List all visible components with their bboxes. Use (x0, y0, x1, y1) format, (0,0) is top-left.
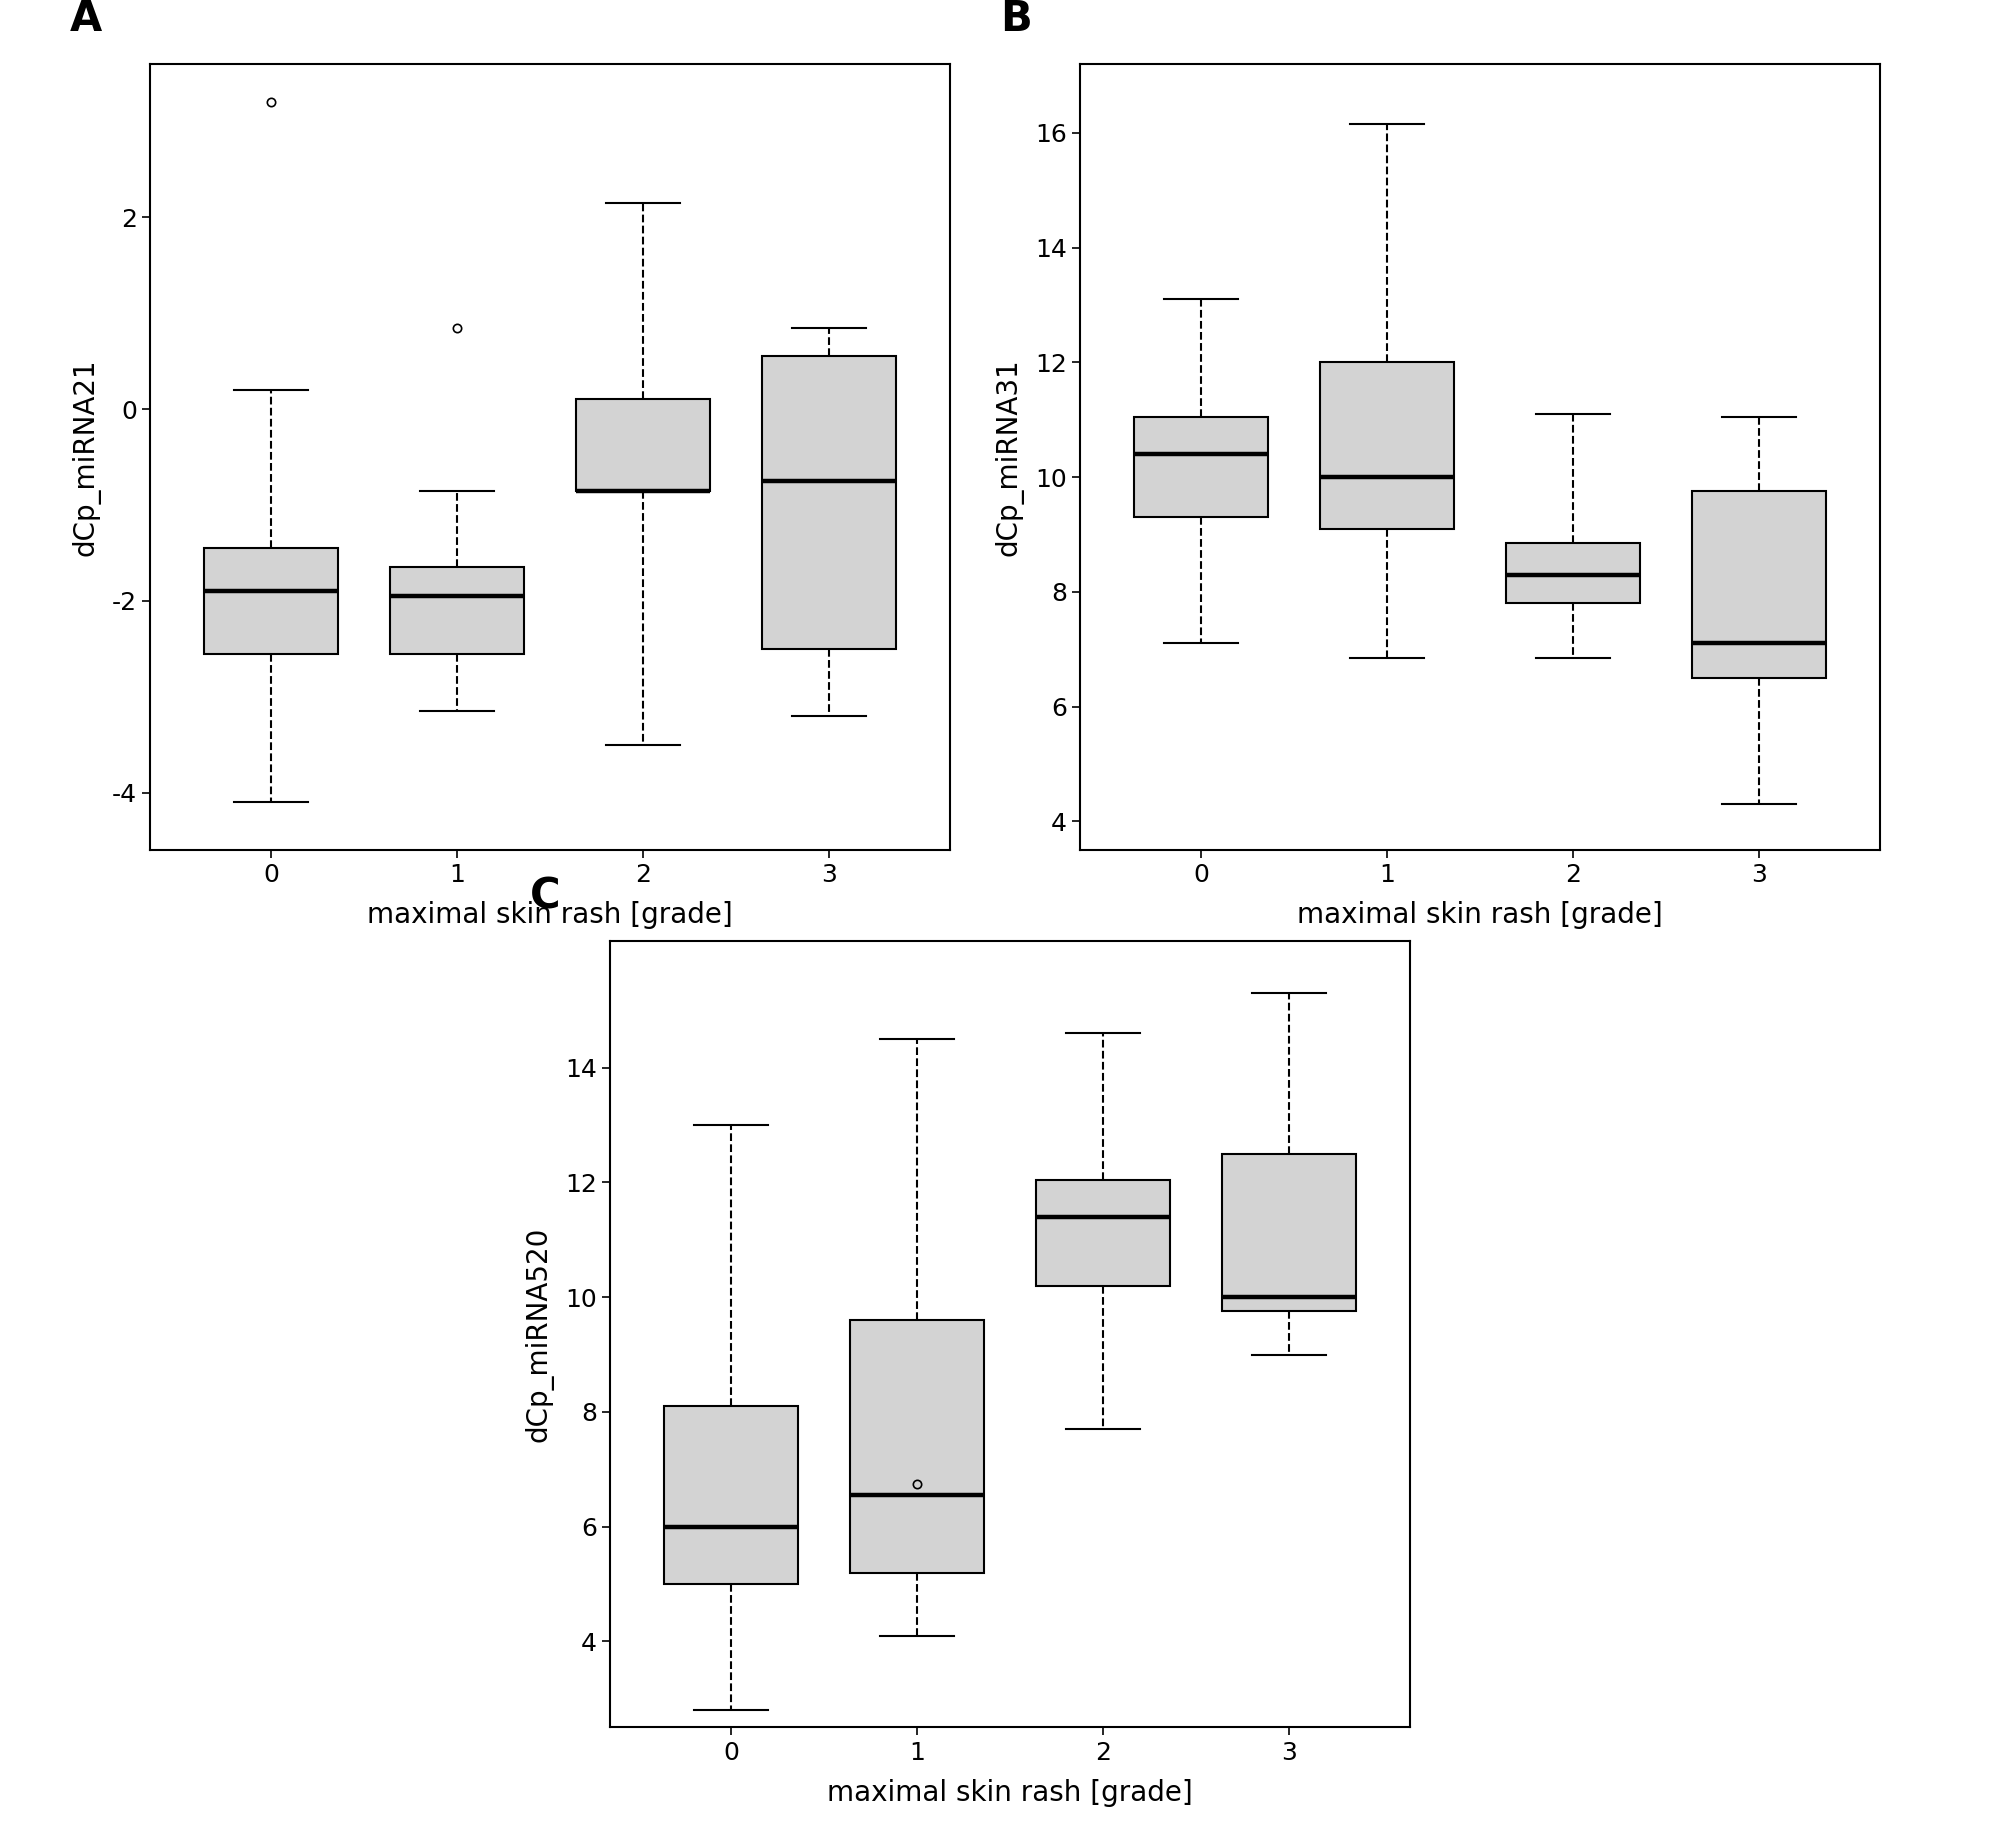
Bar (1320, 362, 1454, 528)
Bar (850, 1320, 984, 1572)
Bar (1222, 1153, 1356, 1311)
Bar (1134, 417, 1268, 517)
Bar (390, 567, 524, 654)
Bar (1036, 1179, 1170, 1285)
Y-axis label: dCp_miRNA31: dCp_miRNA31 (994, 358, 1024, 556)
Y-axis label: dCp_miRNA21: dCp_miRNA21 (72, 358, 100, 556)
Text: A: A (70, 0, 102, 40)
X-axis label: maximal skin rash [grade]: maximal skin rash [grade] (1298, 901, 1662, 929)
Bar (1506, 543, 1640, 603)
X-axis label: maximal skin rash [grade]: maximal skin rash [grade] (368, 901, 732, 929)
Bar (1692, 492, 1826, 678)
Text: C: C (530, 876, 560, 918)
Bar (664, 1406, 798, 1585)
Y-axis label: dCp_miRNA520: dCp_miRNA520 (524, 1227, 554, 1442)
Bar (762, 356, 896, 649)
Text: B: B (1000, 0, 1032, 40)
Bar (576, 400, 710, 490)
Bar (204, 548, 338, 654)
X-axis label: maximal skin rash [grade]: maximal skin rash [grade] (828, 1779, 1192, 1806)
